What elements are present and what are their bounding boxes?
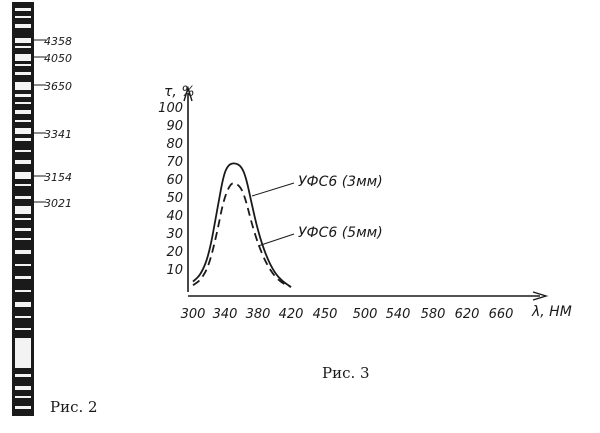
x-tick-label: 450 [313,307,338,322]
spectrum-band [15,276,31,279]
x-tick-labels: 300 340 380 420 450 500 540 580 620 660 [181,307,514,322]
y-axis-arrow [183,85,193,102]
y-tick-label: 80 [166,137,183,152]
spectrum-band [15,110,31,114]
spectrum-band [15,72,31,75]
y-tick-label: 30 [166,227,183,242]
spectrum-band [15,374,31,377]
spectrum-band [15,290,31,292]
y-tick-label: 60 [166,173,183,188]
x-tick-label: 340 [213,307,238,322]
series-5mm-label: УФС6 (5мм) [298,225,383,241]
spectrum-band [15,54,31,61]
spectrum-band [15,46,31,48]
series-3mm-leader [251,182,295,197]
series-3mm-curve [192,162,292,288]
spectrum-band [15,128,31,134]
y-tick-label: 90 [166,119,183,134]
series-5mm-leader [257,233,295,247]
spectrum-band [15,16,31,18]
spectrum-line-label: 3650 [44,80,72,93]
spectrum-band [15,94,31,97]
x-tick-label: 660 [489,307,514,322]
spectrum-band [15,264,31,266]
spectrum-band [15,38,31,43]
spectrum-band [15,196,31,199]
spectrum-band [15,64,31,66]
spectrum-band [15,338,31,368]
y-tick-labels: 10 20 30 40 50 60 70 80 90 100 [158,101,183,278]
spectrum-line-label: 3021 [44,197,72,210]
x-tick-label: 420 [279,307,304,322]
x-axis-arrow [532,291,549,301]
x-tick-label: 540 [386,307,411,322]
spectrum-band [15,120,31,122]
x-tick-label: 500 [353,307,378,322]
x-axis-label: λ, НМ [531,304,572,320]
spectrum-line-markers: 4358 4050 3650 3341 3154 3021 [34,35,72,210]
spectrum-band [15,82,31,90]
spectrum-line-label: 3341 [44,128,72,141]
data-curves [192,162,292,288]
spectrum-band [15,238,31,240]
spectrum-line-label: 4358 [44,35,72,48]
spectrum-band [15,228,31,231]
spectrum-strip [12,2,34,416]
series-5mm-curve [192,182,292,288]
y-tick-label: 70 [166,155,183,170]
spectrum-band [15,102,31,104]
series-3mm-label: УФС6 (3мм) [298,174,383,190]
spectrum-band [15,396,31,398]
y-tick-label: 40 [166,209,183,224]
figure-2-caption: Рис. 2 [50,398,98,416]
x-tick-label: 300 [181,307,206,322]
spectrum-band [15,302,31,307]
spectrum-band [15,206,31,214]
x-tick-label: 620 [455,307,480,322]
y-axis-label: τ, % [164,84,195,100]
spectrum-band [15,328,31,330]
spectrum-band [15,24,31,28]
y-tick-label: 50 [166,191,183,206]
y-tick-label: 100 [158,101,183,116]
spectrum-band [15,172,31,179]
spectrum-band [15,250,31,254]
spectrum-band [15,316,31,318]
spectrum-band [15,138,31,141]
spectrum-band [15,184,31,186]
y-tick-label: 20 [166,245,183,260]
spectrum-band [15,386,31,390]
figure-3-caption: Рис. 3 [322,364,370,382]
spectrum-band [15,218,31,220]
spectrum-line-label: 4050 [44,52,72,65]
spectrum-band [15,8,31,11]
y-tick-label: 10 [166,263,183,278]
x-tick-label: 380 [246,307,271,322]
spectrum-band [15,160,31,164]
spectrum-band [15,406,31,409]
spectrum-band [15,150,31,152]
spectrum-line-label: 3154 [44,171,72,184]
spectrum-bands [15,8,31,409]
x-tick-label: 580 [421,307,446,322]
